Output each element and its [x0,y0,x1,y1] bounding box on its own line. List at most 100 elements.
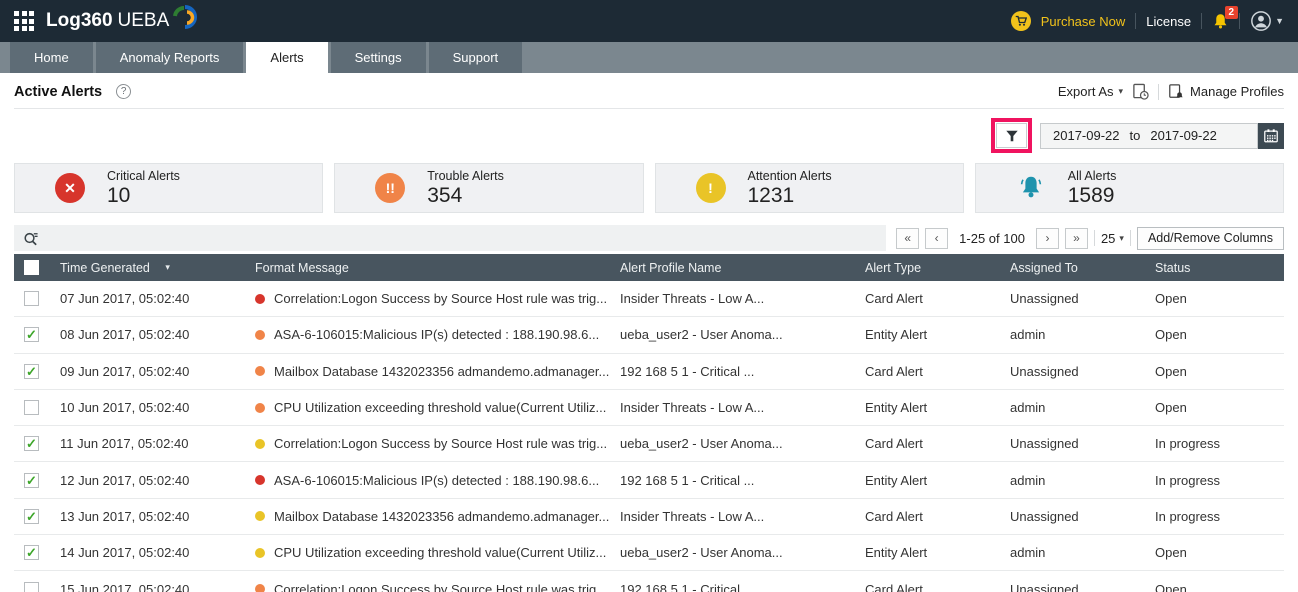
row-checkbox[interactable] [24,291,39,307]
purchase-now-link[interactable]: Purchase Now [1040,13,1126,29]
severity-dot-icon [255,547,265,558]
table-row[interactable]: ✓ 12 Jun 2017, 05:02:40 ASA-6-106015:Mal… [14,462,1284,499]
table-body: 07 Jun 2017, 05:02:40 Correlation:Logon … [14,281,1284,592]
row-checkbox[interactable]: ✓ [24,472,39,488]
column-format-message[interactable]: Format Message [255,260,349,275]
status-cell: Open [1155,363,1187,379]
status-cell: Open [1155,291,1187,307]
manage-profiles-label: Manage Profiles [1190,84,1284,99]
row-checkbox[interactable]: ✓ [24,327,39,343]
divider [1129,230,1131,246]
pagination-prev-button[interactable]: ‹ [925,227,949,249]
severity-dot-icon [255,584,265,592]
manage-profiles-button[interactable]: Manage Profiles [1168,83,1284,100]
table-row[interactable]: ✓ 09 Jun 2017, 05:02:40 Mailbox Database… [14,353,1284,390]
pagination-last-button[interactable]: » [1064,227,1088,249]
notification-bell-icon[interactable]: 2 [1212,6,1239,30]
row-checkbox[interactable]: ✓ [24,545,39,561]
assigned-to-cell: Unassigned [1010,508,1079,524]
severity-dot-icon [255,475,265,486]
user-avatar-icon [1251,11,1271,31]
alert-type-cell: Card Alert [865,581,923,592]
tab-settings[interactable]: Settings [330,42,426,73]
divider [1201,13,1203,29]
card-all-alerts[interactable]: All Alerts 1589 [974,163,1284,213]
alert-type-cell: Card Alert [865,291,923,307]
row-checkbox[interactable]: ✓ [24,436,39,452]
table-row[interactable]: ✓ 08 Jun 2017, 05:02:40 ASA-6-106015:Mal… [14,317,1284,354]
severity-dot-icon [255,438,265,449]
card-value: 1231 [747,183,795,207]
assigned-to-cell: Unassigned [1010,581,1079,592]
search-columns-icon[interactable] [22,230,39,247]
alert-profile-cell: Insider Threats - Low A... [620,508,765,524]
alert-profile-cell: Insider Threats - Low A... [620,291,765,307]
table-row[interactable]: 07 Jun 2017, 05:02:40 Correlation:Logon … [14,281,1284,318]
alert-summary-cards: ✕ Critical Alerts 10 !! Trouble Alerts 3… [0,159,1298,223]
column-alert-type[interactable]: Alert Type [865,260,922,275]
filter-button[interactable] [996,123,1027,148]
format-message-cell: ASA-6-106015:Malicious IP(s) detected : … [255,327,620,342]
exclamation-icon: ! [695,173,726,203]
export-as-dropdown[interactable]: Export As ▾ [1058,84,1123,99]
table-header-row: Time Generated ▾ Format Message Alert Pr… [14,254,1284,281]
export-as-label: Export As [1057,84,1114,99]
table-row[interactable]: ✓ 13 Jun 2017, 05:02:40 Mailbox Database… [14,498,1284,536]
double-exclamation-icon: !! [375,173,406,203]
alert-type-cell: Entity Alert [865,545,928,561]
top-header: Log360 UEBA Purchase Now License 2 ▼ [0,0,1298,42]
add-remove-columns-button[interactable]: Add/Remove Columns [1136,226,1284,250]
card-attention-alerts[interactable]: ! Attention Alerts 1231 [654,163,964,213]
row-checkbox[interactable] [24,581,39,592]
tab-home[interactable]: Home [10,42,93,73]
divider [14,108,1284,109]
card-label: Critical Alerts [107,168,180,183]
card-trouble-alerts[interactable]: !! Trouble Alerts 354 [334,163,644,213]
app-launcher-icon[interactable] [14,11,34,31]
alert-type-cell: Card Alert [865,436,923,452]
chevron-down-icon: ▾ [1118,86,1124,96]
format-message-cell: CPU Utilization exceeding threshold valu… [255,400,620,415]
table-row[interactable]: 10 Jun 2017, 05:02:40 CPU Utilization ex… [14,389,1284,427]
alert-profile-cell: ueba_user2 - User Anoma... [620,327,783,343]
alert-profile-cell: 192 168 5 1 - Critical ... [620,472,755,488]
format-message-cell: ASA-6-106015:Malicious IP(s) detected : … [255,473,620,488]
column-status[interactable]: Status [1155,260,1191,275]
alerts-table: Time Generated ▾ Format Message Alert Pr… [14,254,1284,592]
table-row[interactable]: ✓ 14 Jun 2017, 05:02:40 CPU Utilization … [14,535,1284,572]
check-icon: ✓ [26,436,37,452]
column-alert-profile-name[interactable]: Alert Profile Name [620,260,722,275]
help-icon[interactable]: ? [116,84,132,99]
format-message-cell: Correlation:Logon Success by Source Host… [255,291,620,306]
license-link[interactable]: License [1146,13,1192,29]
alert-profile-cell: Insider Threats - Low A... [620,400,765,416]
severity-dot-icon [255,366,265,377]
row-checkbox[interactable]: ✓ [24,508,39,524]
status-cell: Open [1155,400,1187,416]
row-checkbox[interactable] [24,400,39,416]
select-all-checkbox[interactable] [24,260,39,275]
assigned-to-cell: admin [1010,472,1046,488]
tab-support[interactable]: Support [428,42,523,73]
page-size-dropdown[interactable]: 25 ▾ [1101,231,1124,246]
date-range-field[interactable]: 2017-09-22 to 2017-09-22 [1040,122,1258,149]
pagination-next-button[interactable]: › [1035,227,1059,249]
card-critical-alerts[interactable]: ✕ Critical Alerts 10 [14,163,324,213]
divider [1158,83,1160,100]
main-nav: Home Anomaly Reports Alerts Settings Sup… [0,42,1298,73]
calendar-button[interactable] [1258,122,1284,149]
message-text: Correlation:Logon Success by Source Host… [274,436,608,452]
user-menu[interactable]: ▼ [1250,10,1284,32]
date-to-word: to [1129,128,1141,143]
column-assigned-to[interactable]: Assigned To [1010,260,1078,275]
schedule-export-icon[interactable] [1132,83,1149,100]
tab-alerts[interactable]: Alerts [246,42,328,73]
alert-profile-cell: ueba_user2 - User Anoma... [620,545,783,561]
tab-anomaly-reports[interactable]: Anomaly Reports [95,42,244,73]
table-row[interactable]: 15 Jun 2017, 05:02:40 Correlation:Logon … [14,571,1284,592]
table-row[interactable]: ✓ 11 Jun 2017, 05:02:40 Correlation:Logo… [14,426,1284,463]
pagination-first-button[interactable]: « [896,227,920,249]
search-strip [14,225,887,251]
row-checkbox[interactable]: ✓ [24,363,39,379]
column-time-generated[interactable]: Time Generated ▾ [60,260,170,275]
